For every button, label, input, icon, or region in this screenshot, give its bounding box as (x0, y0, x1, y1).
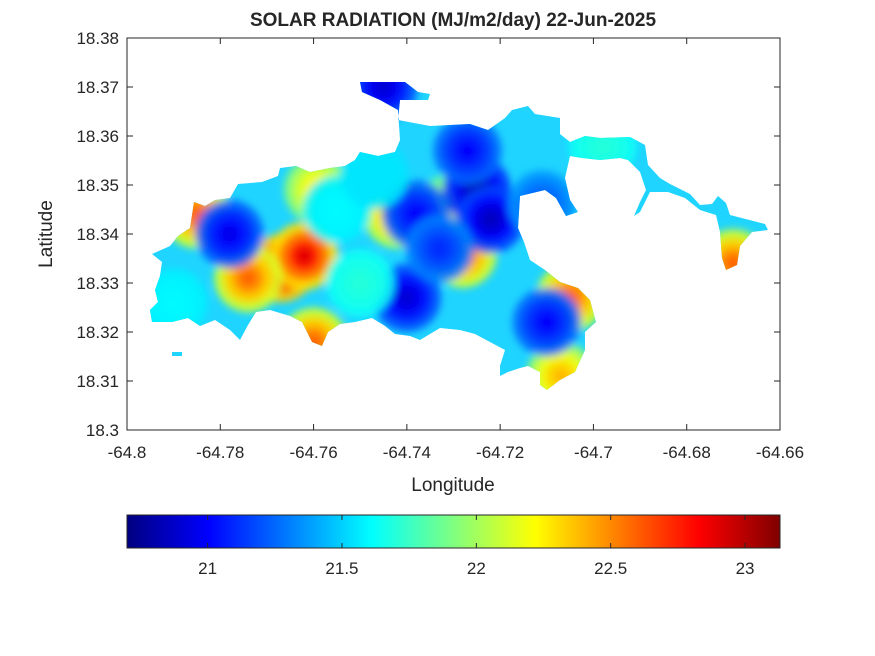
colorbar-tick-label: 23 (736, 559, 755, 578)
colorbar-tick-label: 22.5 (594, 559, 627, 578)
y-tick-label: 18.37 (76, 78, 119, 97)
field-hotspot (538, 314, 555, 331)
y-tick-label: 18.31 (76, 372, 119, 391)
field-hotspot (594, 137, 611, 154)
field-hotspot (408, 206, 425, 223)
y-tick-label: 18.3 (86, 421, 119, 440)
field-hotspot (221, 226, 238, 242)
x-tick-label: -64.76 (289, 443, 337, 462)
field-hotspot (328, 201, 345, 218)
field-hotspot (431, 240, 448, 257)
y-tick-label: 18.35 (76, 176, 119, 195)
y-tick-label: 18.38 (76, 29, 119, 48)
field-hotspot (482, 211, 499, 228)
colorbar-tick-label: 22 (467, 559, 486, 578)
x-tick-label: -64.74 (383, 443, 431, 462)
field-hotspot (375, 82, 392, 95)
x-tick-label: -64.78 (196, 443, 244, 462)
field-hotspot (240, 270, 257, 287)
field-hotspot (459, 142, 476, 159)
field-hotspot (366, 167, 383, 184)
chart-title: SOLAR RADIATION (MJ/m2/day) 22-Jun-2025 (250, 10, 657, 31)
y-axis-label: Latitude (36, 200, 57, 268)
field-hotspot (352, 275, 369, 291)
colorbar (126, 514, 781, 549)
y-tick-label: 18.34 (76, 225, 119, 244)
colorbar-tick-label: 21 (198, 559, 217, 578)
field-hotspot (398, 289, 415, 306)
field-hotspot (165, 294, 182, 311)
x-axis-label: Longitude (411, 475, 494, 496)
x-tick-label: -64.66 (756, 443, 804, 462)
x-tick-label: -64.68 (663, 443, 711, 462)
y-tick-label: 18.36 (76, 127, 119, 146)
y-tick-label: 18.33 (76, 274, 119, 293)
colorbar-tick-label: 21.5 (325, 559, 358, 578)
x-tick-label: -64.8 (108, 443, 147, 462)
x-tick-label: -64.72 (476, 443, 524, 462)
y-tick-label: 18.32 (76, 323, 119, 342)
x-tick-label: -64.7 (574, 443, 613, 462)
field-hotspot (296, 248, 313, 265)
